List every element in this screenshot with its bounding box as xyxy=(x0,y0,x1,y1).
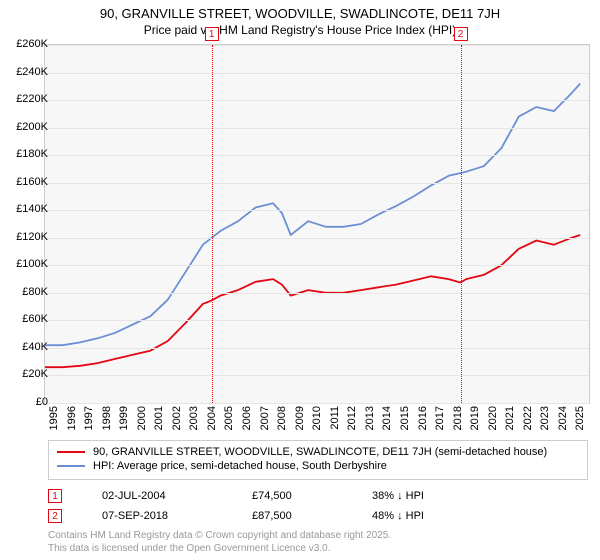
x-axis-label: 2012 xyxy=(346,406,358,430)
x-axis-label: 2006 xyxy=(241,406,253,430)
x-axis-label: 2004 xyxy=(206,406,218,430)
x-axis-label: 2009 xyxy=(294,406,306,430)
gridline xyxy=(45,210,589,211)
x-axis-label: 1996 xyxy=(66,406,78,430)
x-axis-label: 2003 xyxy=(188,406,200,430)
gridline xyxy=(45,320,589,321)
x-axis-label: 1997 xyxy=(83,406,95,430)
sale-date: 07-SEP-2018 xyxy=(102,510,212,522)
sale-delta: 38% ↓ HPI xyxy=(372,490,492,502)
y-axis-label: £100K xyxy=(16,258,48,270)
legend-row: 90, GRANVILLE STREET, WOODVILLE, SWADLIN… xyxy=(57,445,579,459)
x-axis-label: 2019 xyxy=(469,406,481,430)
y-axis-label: £40K xyxy=(22,341,48,353)
gridline xyxy=(45,375,589,376)
x-axis-label: 2014 xyxy=(381,406,393,430)
series-line-hpi xyxy=(45,84,580,346)
gridline xyxy=(45,45,589,46)
gridline xyxy=(45,183,589,184)
x-axis-label: 2017 xyxy=(434,406,446,430)
x-axis-label: 2005 xyxy=(223,406,235,430)
x-axis-label: 2008 xyxy=(276,406,288,430)
sale-row: 2 07-SEP-2018 £87,500 48% ↓ HPI xyxy=(48,506,588,526)
y-axis-label: £260K xyxy=(16,38,48,50)
legend-label: 90, GRANVILLE STREET, WOODVILLE, SWADLIN… xyxy=(93,446,547,458)
gridline xyxy=(45,128,589,129)
y-axis-label: £240K xyxy=(16,66,48,78)
x-axis-label: 2007 xyxy=(259,406,271,430)
x-axis-label: 2023 xyxy=(539,406,551,430)
x-axis-label: 1995 xyxy=(48,406,60,430)
sale-price: £74,500 xyxy=(252,490,332,502)
x-axis-label: 2016 xyxy=(417,406,429,430)
sale-delta: 48% ↓ HPI xyxy=(372,510,492,522)
legend-box: 90, GRANVILLE STREET, WOODVILLE, SWADLIN… xyxy=(48,440,588,480)
y-axis-label: £200K xyxy=(16,121,48,133)
sale-marker-line xyxy=(212,45,213,403)
x-axis-label: 1999 xyxy=(118,406,130,430)
x-axis-label: 2015 xyxy=(399,406,411,430)
sale-marker-line xyxy=(461,45,462,403)
gridline xyxy=(45,73,589,74)
footer-line1: Contains HM Land Registry data © Crown c… xyxy=(48,530,391,543)
gridline xyxy=(45,100,589,101)
y-axis-label: £60K xyxy=(22,313,48,325)
x-axis-label: 2021 xyxy=(504,406,516,430)
footer-line2: This data is licensed under the Open Gov… xyxy=(48,543,391,556)
x-axis-label: 2002 xyxy=(171,406,183,430)
gridline xyxy=(45,155,589,156)
x-axis-label: 2025 xyxy=(574,406,586,430)
x-axis-label: 2020 xyxy=(487,406,499,430)
x-axis-label: 2024 xyxy=(557,406,569,430)
legend-label: HPI: Average price, semi-detached house,… xyxy=(93,460,387,472)
y-axis-label: £80K xyxy=(22,286,48,298)
chart-title: 90, GRANVILLE STREET, WOODVILLE, SWADLIN… xyxy=(0,0,600,21)
y-axis-label: £20K xyxy=(22,368,48,380)
y-axis-label: £120K xyxy=(16,231,48,243)
x-axis-label: 2013 xyxy=(364,406,376,430)
chart-container: 90, GRANVILLE STREET, WOODVILLE, SWADLIN… xyxy=(0,0,600,560)
legend-row: HPI: Average price, semi-detached house,… xyxy=(57,459,579,473)
sale-marker-badge: 2 xyxy=(454,27,468,41)
sale-badge: 2 xyxy=(48,509,62,523)
y-axis-label: £160K xyxy=(16,176,48,188)
x-axis-label: 2001 xyxy=(153,406,165,430)
x-axis-label: 1998 xyxy=(101,406,113,430)
plot-area: 12 xyxy=(44,44,590,404)
sale-date: 02-JUL-2004 xyxy=(102,490,212,502)
chart-subtitle: Price paid vs. HM Land Registry's House … xyxy=(0,21,600,37)
x-axis-label: 2011 xyxy=(329,406,341,430)
gridline xyxy=(45,293,589,294)
gridline xyxy=(45,265,589,266)
sales-table: 1 02-JUL-2004 £74,500 38% ↓ HPI 2 07-SEP-2018… xyxy=(48,486,588,526)
x-axis-label: 2022 xyxy=(522,406,534,430)
x-axis-label: 2018 xyxy=(452,406,464,430)
sale-row: 1 02-JUL-2004 £74,500 38% ↓ HPI xyxy=(48,486,588,506)
x-axis-label: 2000 xyxy=(136,406,148,430)
sale-price: £87,500 xyxy=(252,510,332,522)
footer-attribution: Contains HM Land Registry data © Crown c… xyxy=(48,530,391,555)
gridline xyxy=(45,403,589,404)
legend-swatch xyxy=(57,451,85,453)
x-axis-label: 2010 xyxy=(311,406,323,430)
y-axis-label: £140K xyxy=(16,203,48,215)
sale-marker-badge: 1 xyxy=(205,27,219,41)
legend-swatch xyxy=(57,465,85,467)
gridline xyxy=(45,348,589,349)
y-axis-label: £220K xyxy=(16,93,48,105)
chart-lines xyxy=(45,45,589,403)
gridline xyxy=(45,238,589,239)
y-axis-label: £180K xyxy=(16,148,48,160)
sale-badge: 1 xyxy=(48,489,62,503)
y-axis-label: £0 xyxy=(36,396,48,408)
